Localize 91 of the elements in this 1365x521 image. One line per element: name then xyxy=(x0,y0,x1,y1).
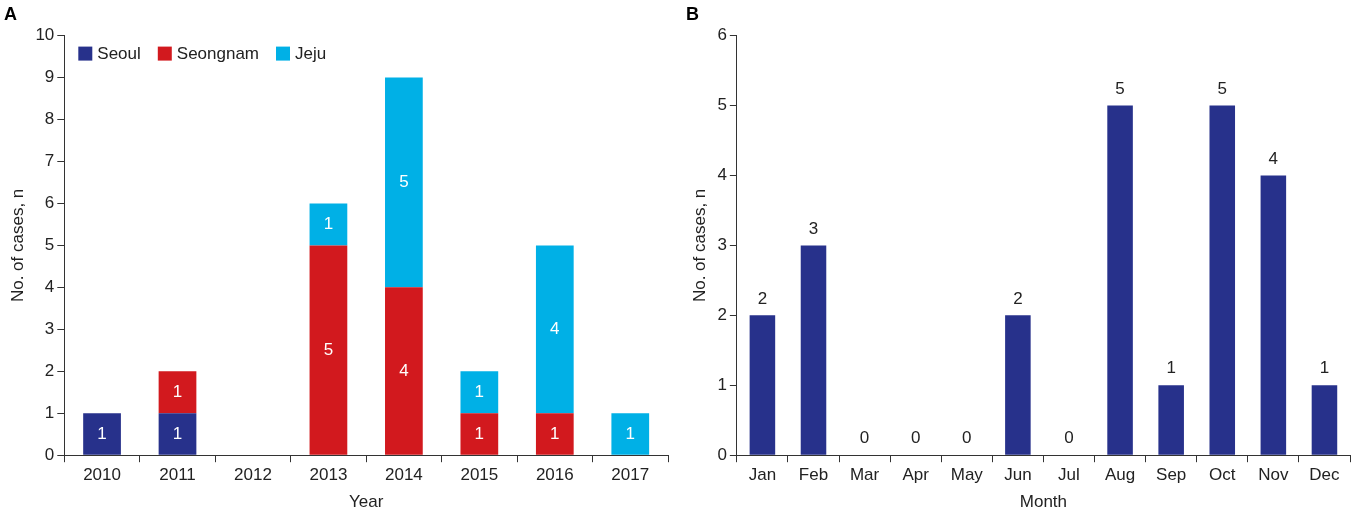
x-tick-label: Sep xyxy=(1156,465,1187,485)
x-tick-label: Feb xyxy=(798,465,829,485)
x-tick-label: 2012 xyxy=(234,465,272,485)
y-axis-title: No. of cases, n xyxy=(7,188,27,303)
x-tick-label: Oct xyxy=(1209,465,1236,485)
x-tick-label: 2015 xyxy=(460,465,499,485)
bar xyxy=(1260,175,1287,455)
data-label: 3 xyxy=(808,218,819,238)
data-label: 1 xyxy=(323,214,334,234)
y-tick-label: 9 xyxy=(44,67,55,87)
data-label: 1 xyxy=(550,423,560,443)
y-tick-label: 6 xyxy=(717,25,727,45)
y-tick-label: 1 xyxy=(717,374,727,394)
x-tick-label: 2014 xyxy=(384,465,423,485)
bar xyxy=(1158,385,1184,455)
data-label: 5 xyxy=(1217,78,1227,98)
bar xyxy=(535,413,574,455)
y-tick-label: 6 xyxy=(44,193,55,213)
y-tick-label: 10 xyxy=(35,25,55,45)
data-label: 1 xyxy=(172,381,183,401)
x-tick-label: 2017 xyxy=(611,465,650,485)
y-tick-label: 4 xyxy=(717,165,727,185)
y-axis-title: No. of cases, n xyxy=(689,188,709,303)
legend-label: Jeju xyxy=(295,44,327,64)
data-label: 1 xyxy=(474,381,485,401)
bar xyxy=(460,371,499,414)
data-label: 4 xyxy=(399,360,409,380)
y-tick-label: 5 xyxy=(44,235,55,255)
data-label: 5 xyxy=(399,172,409,192)
bar xyxy=(460,413,499,455)
chart-title: A xyxy=(4,3,17,24)
bar xyxy=(385,77,423,288)
data-label: 1 xyxy=(474,423,485,443)
bar xyxy=(158,413,197,455)
bar xyxy=(1107,105,1133,455)
data-label: 5 xyxy=(1115,78,1125,98)
data-label: 0 xyxy=(962,428,972,448)
x-tick-label: Mar xyxy=(849,465,880,485)
y-tick-label: 5 xyxy=(717,95,727,115)
y-tick-label: 2 xyxy=(44,360,55,380)
bar xyxy=(1209,105,1236,455)
data-label: 2 xyxy=(1013,288,1023,308)
data-label: 1 xyxy=(1319,358,1330,378)
x-axis-title: Month xyxy=(1019,492,1068,512)
y-tick-label: 3 xyxy=(717,235,727,255)
x-tick-label: 2011 xyxy=(159,465,196,485)
bar xyxy=(385,287,423,455)
y-tick-label: 2 xyxy=(717,305,727,325)
bar xyxy=(1311,385,1338,455)
data-label: 0 xyxy=(859,428,870,448)
legend-label: Seongnam xyxy=(176,44,260,64)
x-tick-label: Jul xyxy=(1058,465,1080,485)
x-tick-label: Apr xyxy=(902,465,930,485)
x-tick-label: May xyxy=(950,465,984,485)
data-label: 4 xyxy=(550,319,560,339)
y-tick-label: 0 xyxy=(717,444,727,464)
chart-title: B xyxy=(686,3,699,24)
data-label: 2 xyxy=(757,288,768,308)
data-label: 0 xyxy=(1064,428,1074,448)
bar xyxy=(749,315,776,455)
x-tick-label: Dec xyxy=(1309,465,1341,485)
legend-label: Seoul xyxy=(97,44,141,64)
x-tick-label: 2016 xyxy=(535,465,574,485)
y-tick-label: 1 xyxy=(44,402,55,422)
x-tick-label: 2010 xyxy=(83,465,121,485)
bar xyxy=(535,245,574,414)
bar xyxy=(1005,315,1031,455)
bar xyxy=(309,245,348,455)
x-tick-label: Nov xyxy=(1258,465,1289,485)
data-label: 1 xyxy=(1166,358,1176,378)
y-tick-label: 4 xyxy=(44,277,55,297)
data-label: 5 xyxy=(323,339,334,359)
data-label: 0 xyxy=(910,428,921,448)
data-label: 1 xyxy=(172,423,183,443)
x-tick-label: Aug xyxy=(1104,465,1136,485)
x-tick-label: Jun xyxy=(1004,465,1032,485)
x-axis-title: Year xyxy=(348,492,384,512)
bar xyxy=(83,413,121,455)
bar xyxy=(800,245,827,455)
x-tick-label: Jan xyxy=(748,465,777,485)
data-label: 4 xyxy=(1268,148,1279,168)
x-tick-label: 2013 xyxy=(309,465,348,485)
data-label: 1 xyxy=(625,423,635,443)
y-tick-label: 0 xyxy=(44,444,55,464)
bar xyxy=(158,371,197,414)
bar xyxy=(309,203,348,246)
y-tick-label: 7 xyxy=(44,151,55,171)
data-label: 1 xyxy=(97,423,107,443)
y-tick-label: 8 xyxy=(44,109,55,129)
y-tick-label: 3 xyxy=(44,319,55,339)
bar xyxy=(611,413,650,455)
